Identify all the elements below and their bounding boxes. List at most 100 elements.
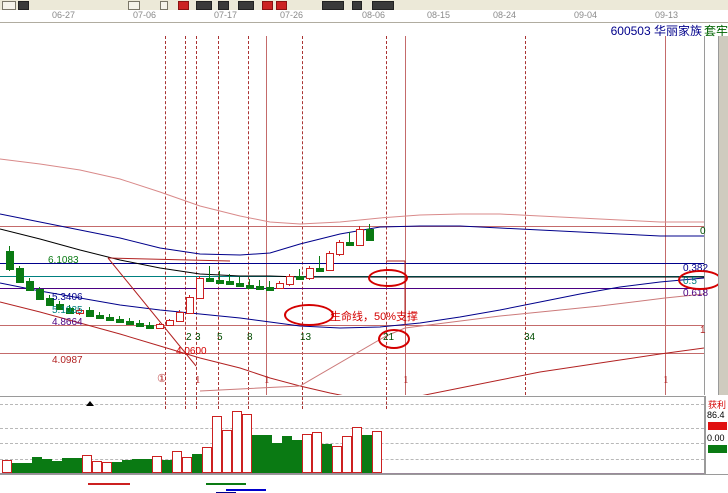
trend-line-flat bbox=[107, 257, 231, 262]
candle-body bbox=[326, 253, 334, 271]
fib-axis-label: 0.382 bbox=[683, 263, 709, 274]
candle-body bbox=[96, 315, 104, 320]
candle-wick bbox=[319, 255, 320, 271]
fib-time-line bbox=[302, 36, 303, 395]
candle-body bbox=[56, 304, 64, 311]
highlight-ellipse-fib05 bbox=[678, 270, 722, 290]
fib-time-line bbox=[386, 36, 387, 395]
volume-bar bbox=[362, 435, 372, 473]
volume-bar bbox=[262, 435, 272, 473]
legend-line-green bbox=[206, 483, 246, 485]
candle-body bbox=[116, 319, 124, 324]
volume-bar bbox=[292, 440, 302, 473]
candle-wick bbox=[209, 265, 210, 282]
volume-fib-time-line bbox=[196, 397, 197, 409]
page-title: 600503 华丽家族 bbox=[611, 22, 702, 39]
candle-body bbox=[336, 242, 344, 255]
stock-code: 600503 bbox=[610, 24, 651, 38]
candle-body bbox=[126, 320, 134, 325]
profit-ratio-panel: 获利 86.4 0.00 bbox=[705, 396, 728, 474]
fib-time-line bbox=[185, 36, 186, 395]
date-label: 09-13 bbox=[655, 10, 679, 20]
vertical-ruler-line bbox=[665, 36, 666, 395]
volume-chart-panel[interactable] bbox=[0, 396, 705, 475]
volume-bar bbox=[372, 431, 382, 473]
volume-bar bbox=[42, 459, 52, 473]
candle-wick bbox=[259, 279, 260, 289]
volume-bar bbox=[72, 458, 82, 473]
profit-ratio-value-bottom: 0.00 bbox=[707, 433, 725, 443]
price-chart-panel[interactable]: 6.1083 5.3406 5.1035 4.8664 4.0987 4.060… bbox=[0, 36, 705, 395]
toolbar-button-3[interactable] bbox=[128, 1, 140, 10]
toolbar-button-10[interactable] bbox=[372, 1, 394, 10]
candle-body bbox=[156, 323, 164, 329]
candle-body bbox=[196, 277, 204, 300]
toolbar-button-5[interactable] bbox=[196, 1, 212, 10]
title-suffix-label: 套牢 bbox=[703, 24, 728, 38]
candle-body bbox=[316, 267, 324, 272]
volume-bar bbox=[12, 463, 22, 473]
scrollbar-track[interactable] bbox=[718, 36, 728, 395]
right-axis-panel: 0 0.382 0.5 0.618 1 bbox=[678, 36, 728, 395]
toolbar-button-7[interactable] bbox=[238, 1, 254, 10]
candle-body bbox=[76, 310, 84, 315]
toolbar-button-red-2[interactable] bbox=[262, 1, 273, 10]
wave-marker: 1 bbox=[403, 374, 409, 386]
candle-body bbox=[206, 277, 214, 282]
candle-body bbox=[296, 275, 304, 280]
candle-body bbox=[216, 279, 224, 284]
volume-bar bbox=[242, 414, 252, 473]
legend-line-blue bbox=[226, 489, 266, 491]
toolbar-button-8[interactable] bbox=[322, 1, 344, 10]
vertical-ruler-line bbox=[405, 36, 406, 395]
volume-bar bbox=[162, 460, 172, 473]
toolbar-button-6[interactable] bbox=[218, 1, 229, 10]
volume-fib-time-line bbox=[165, 397, 166, 409]
candle-body bbox=[26, 280, 34, 292]
date-label: 08-24 bbox=[493, 10, 517, 20]
candle-body bbox=[276, 282, 284, 290]
volume-bar bbox=[92, 461, 102, 473]
candle-body bbox=[186, 297, 194, 315]
legend-line-red bbox=[88, 483, 130, 485]
candle-body bbox=[246, 284, 254, 289]
date-label: 07-26 bbox=[280, 10, 304, 20]
highlight-ellipse-fib21 bbox=[378, 329, 410, 349]
candle-body bbox=[266, 286, 274, 291]
volume-bar bbox=[102, 462, 112, 473]
fib-time-line bbox=[196, 36, 197, 395]
vertical-ruler-line bbox=[266, 36, 267, 395]
price-level-label: 4.8664 bbox=[52, 317, 83, 328]
volume-bar bbox=[122, 460, 132, 473]
fib-axis-label: 0.618 bbox=[683, 288, 709, 299]
toolbar-button-red-3[interactable] bbox=[276, 1, 287, 10]
candle-body bbox=[46, 298, 54, 307]
volume-bar bbox=[132, 459, 142, 473]
price-level-label: 4.0987 bbox=[52, 355, 83, 366]
volume-bar bbox=[232, 411, 242, 473]
candle-body bbox=[226, 280, 234, 285]
fib-level-line-0618 bbox=[0, 288, 704, 289]
volume-bar bbox=[152, 456, 162, 473]
fib-count-label: 8 bbox=[247, 332, 253, 343]
toolbar-button-2[interactable] bbox=[18, 1, 29, 10]
toolbar-button-4[interactable] bbox=[160, 1, 168, 10]
volume-gridline bbox=[0, 404, 704, 405]
date-label: 09-04 bbox=[574, 10, 598, 20]
toolbar-button-9[interactable] bbox=[352, 1, 362, 10]
candle-wick bbox=[349, 232, 350, 247]
candle-body bbox=[106, 317, 114, 322]
candle-body bbox=[36, 289, 44, 301]
fib-count-label: 34 bbox=[524, 332, 536, 343]
candle-wick bbox=[229, 273, 230, 285]
highlight-ellipse-mid bbox=[284, 304, 334, 326]
candle-body bbox=[256, 285, 264, 290]
volume-series bbox=[0, 397, 704, 473]
ma-bottom-red bbox=[0, 301, 704, 395]
toolbar-button-red-1[interactable] bbox=[178, 1, 189, 10]
fib-axis-label: 1 bbox=[700, 325, 706, 336]
date-label: 07-06 bbox=[133, 10, 157, 20]
volume-bar bbox=[172, 451, 182, 473]
toolbar-button-1[interactable] bbox=[2, 1, 16, 10]
candlestick-series bbox=[0, 36, 704, 395]
